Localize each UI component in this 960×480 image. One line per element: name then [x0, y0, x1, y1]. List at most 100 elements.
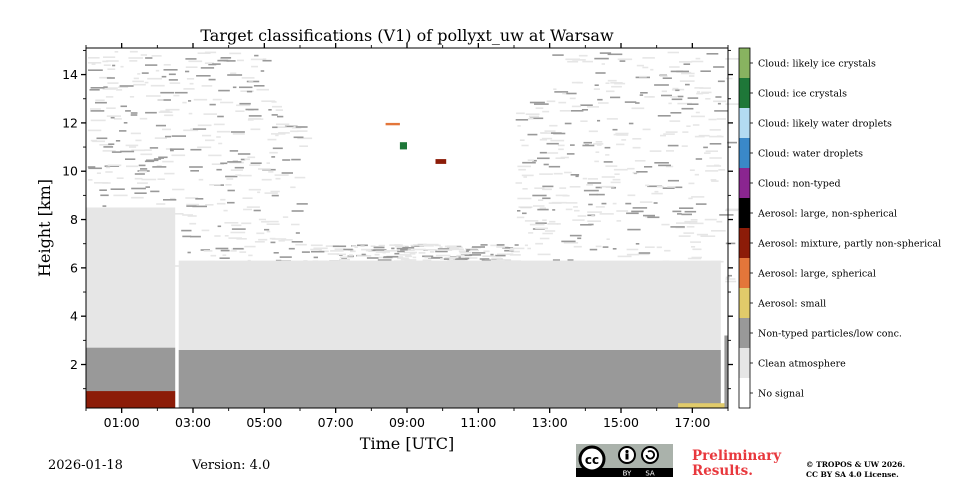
- heatmap-texture-cell: [573, 245, 582, 248]
- heatmap-texture-cell: [239, 102, 251, 105]
- heatmap-texture-cell: [134, 177, 143, 180]
- heatmap-texture-cell: [715, 96, 722, 98]
- heatmap-texture-cell: [692, 124, 700, 126]
- heatmap-texture-cell: [296, 203, 308, 205]
- heatmap-texture-cell: [227, 74, 243, 76]
- heatmap-texture-cell: [546, 142, 559, 145]
- heatmap-texture-cell: [458, 250, 466, 252]
- heatmap-texture-cell: [626, 212, 639, 215]
- heatmap-texture-cell: [162, 128, 171, 131]
- heatmap-texture-cell: [201, 229, 210, 232]
- heatmap-texture-cell: [107, 164, 122, 167]
- heatmap-texture-cell: [574, 209, 580, 212]
- heatmap-texture-cell: [654, 162, 669, 164]
- heatmap-texture-cell: [394, 252, 400, 255]
- heatmap-texture-cell: [725, 208, 739, 211]
- heatmap-texture-cell: [543, 163, 549, 166]
- heatmap-texture-cell: [510, 247, 525, 250]
- heatmap-texture-cell: [604, 146, 611, 149]
- heatmap-texture-cell: [218, 89, 230, 92]
- heatmap-texture-cell: [588, 203, 593, 206]
- heatmap-texture-cell: [219, 257, 230, 259]
- cc-by-sa-badge: cc BY SA: [576, 444, 673, 477]
- heatmap-texture-cell: [537, 208, 549, 211]
- heatmap-texture-cell: [596, 144, 602, 146]
- heatmap-texture-cell: [377, 259, 392, 261]
- heatmap-texture-cell: [154, 137, 167, 139]
- heatmap-texture-cell: [216, 202, 226, 205]
- heatmap-texture-cell: [714, 164, 720, 167]
- heatmap-texture-cell: [374, 253, 380, 256]
- heatmap-texture-cell: [268, 171, 274, 173]
- heatmap-texture-cell: [443, 258, 450, 260]
- heatmap-texture-cell: [567, 259, 574, 261]
- heatmap-texture-cell: [656, 185, 664, 188]
- heatmap-texture-cell: [241, 77, 255, 79]
- heatmap-texture-cell: [631, 210, 644, 213]
- heatmap-texture-cell: [529, 223, 545, 226]
- heatmap-texture-cell: [572, 219, 585, 221]
- heatmap-texture-cell: [158, 111, 173, 113]
- heatmap-texture-cell: [470, 249, 479, 252]
- heatmap-texture-cell: [400, 258, 410, 261]
- heatmap-texture-cell: [657, 115, 671, 117]
- heatmap-texture-cell: [605, 82, 610, 84]
- heatmap-texture-cell: [251, 65, 258, 68]
- heatmap-texture-cell: [232, 86, 237, 89]
- heatmap-texture-cell: [517, 165, 531, 168]
- heatmap-texture-cell: [189, 166, 203, 168]
- heatmap-texture-cell: [677, 213, 682, 215]
- heatmap-texture-cell: [144, 160, 155, 163]
- heatmap-texture-cell: [571, 110, 584, 112]
- heatmap-texture-cell: [131, 196, 144, 199]
- heatmap-texture-cell: [240, 158, 246, 161]
- heatmap-texture-cell: [587, 182, 602, 184]
- heatmap-texture-cell: [691, 115, 705, 118]
- heatmap-texture-cell: [437, 248, 450, 250]
- heatmap-texture-cell: [216, 130, 231, 133]
- heatmap-texture-cell: [157, 178, 165, 180]
- heatmap-texture-cell: [256, 232, 265, 235]
- heatmap-texture-cell: [559, 187, 567, 189]
- heatmap-texture-cell: [399, 254, 412, 256]
- heatmap-texture-cell: [527, 133, 538, 136]
- heatmap-texture-cell: [245, 108, 259, 111]
- heatmap-texture-cell: [696, 92, 704, 95]
- heatmap-texture-cell: [336, 253, 346, 256]
- heatmap-texture-cell: [195, 198, 204, 200]
- heatmap-texture-cell: [665, 165, 674, 168]
- heatmap-texture-cell: [645, 246, 655, 248]
- heatmap-texture-cell: [228, 237, 242, 239]
- heatmap-texture-cell: [250, 58, 266, 61]
- heatmap-texture-cell: [612, 248, 617, 250]
- colorbar-swatch: [739, 48, 750, 78]
- heatmap-texture-cell: [706, 53, 719, 55]
- heatmap-texture-cell: [330, 250, 344, 252]
- heatmap-texture-cell: [586, 184, 593, 186]
- heatmap-texture-cell: [527, 117, 534, 120]
- heatmap-texture-cell: [227, 189, 235, 192]
- heatmap-texture-cell: [212, 63, 221, 65]
- heatmap-texture-cell: [291, 158, 301, 161]
- heatmap-texture-cell: [691, 60, 704, 63]
- heatmap-texture-cell: [616, 134, 629, 136]
- heatmap-texture-cell: [248, 80, 254, 82]
- heatmap-texture-cell: [236, 104, 251, 107]
- heatmap-texture-cell: [491, 257, 502, 260]
- heatmap-texture-cell: [168, 73, 176, 76]
- colorbar-swatch: [739, 378, 750, 408]
- by-icon-head: [625, 449, 629, 454]
- heatmap-texture-cell: [230, 231, 246, 234]
- heatmap-texture-cell: [157, 99, 164, 101]
- heatmap-texture-cell: [145, 57, 153, 59]
- heatmap-texture-cell: [481, 259, 491, 262]
- heatmap-texture-cell: [649, 150, 662, 152]
- sa-label: SA: [645, 470, 655, 478]
- heatmap-texture-cell: [239, 86, 253, 89]
- heatmap-texture-cell: [617, 255, 632, 258]
- heatmap-texture-cell: [539, 151, 547, 154]
- heatmap-texture-cell: [636, 171, 648, 173]
- heatmap-texture-cell: [203, 250, 213, 252]
- heatmap-texture-cell: [619, 60, 626, 62]
- heatmap-texture-cell: [659, 75, 668, 77]
